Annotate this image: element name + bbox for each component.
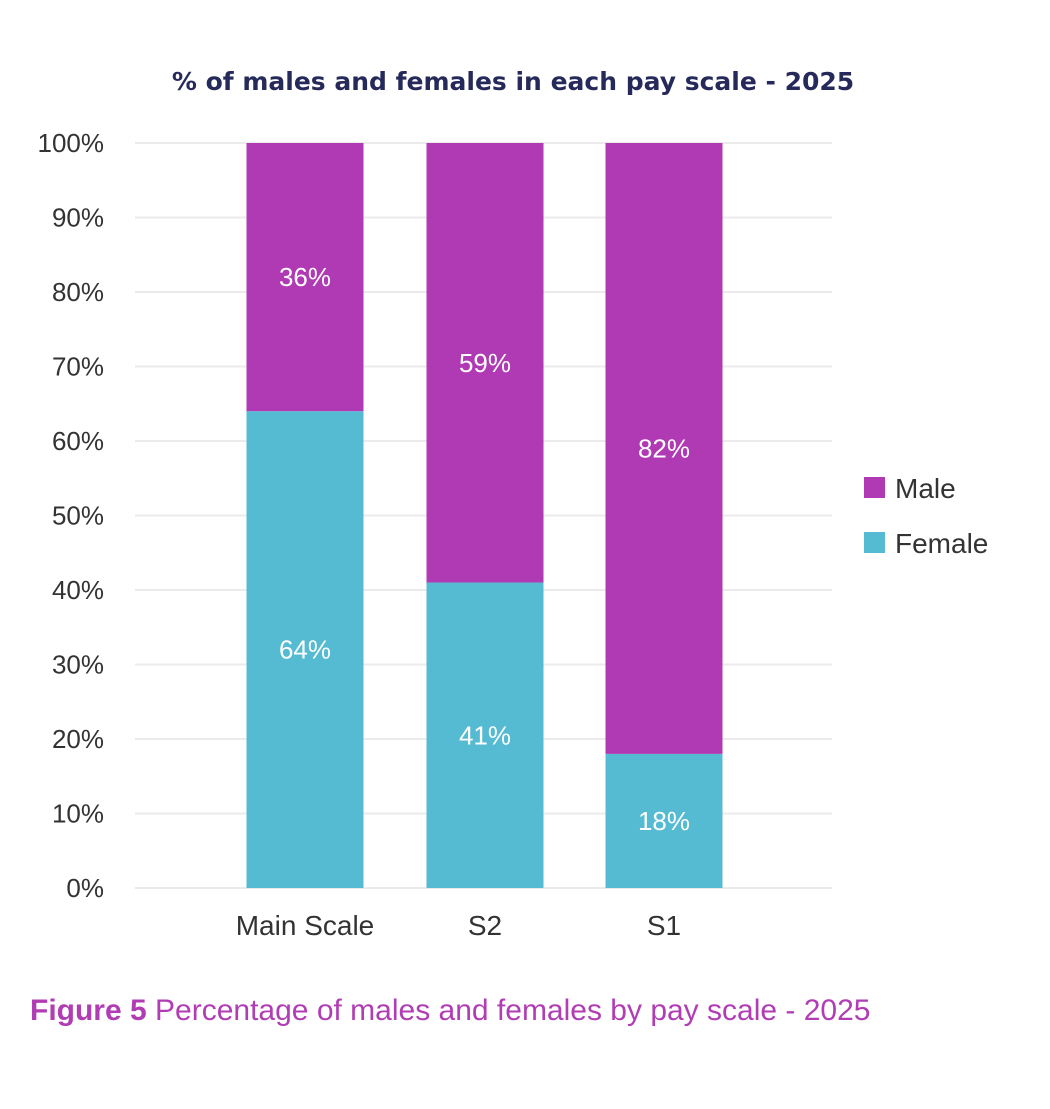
y-tick-label: 60% (52, 426, 104, 456)
y-tick-label: 40% (52, 575, 104, 605)
data-label-male: 36% (279, 262, 331, 292)
y-tick-label: 90% (52, 203, 104, 233)
bars: 64% 36% 41% 59% 18% 82% (246, 143, 723, 888)
y-tick-label: 10% (52, 799, 104, 829)
bar-male (605, 143, 723, 754)
x-category-label: S2 (468, 910, 502, 941)
bar-female (246, 411, 364, 888)
x-category-label: Main Scale (236, 910, 375, 941)
stacked-bar-chart: % of males and females in each pay scale… (38, 67, 989, 941)
bar-female (605, 753, 723, 888)
data-label-female: 41% (459, 720, 511, 750)
y-tick-label: 30% (52, 650, 104, 680)
data-label-female: 18% (638, 806, 690, 836)
data-label-male: 59% (459, 348, 511, 378)
chart-title: % of males and females in each pay scale… (172, 67, 854, 96)
y-axis-ticks: 0% 10% 20% 30% 40% 50% 60% 70% 80% 90% 100% (38, 128, 105, 903)
y-tick-label: 80% (52, 277, 104, 307)
x-category-label: S1 (647, 910, 681, 941)
figure-caption-text: Percentage of males and females by pay s… (146, 994, 871, 1027)
y-tick-label: 100% (38, 128, 105, 158)
data-label-female: 64% (279, 635, 331, 665)
y-tick-label: 70% (52, 352, 104, 382)
data-label-male: 82% (638, 433, 690, 463)
figure-caption: Figure 5 Percentage of males and females… (30, 994, 870, 1028)
bar-female (426, 582, 544, 888)
figure-caption-label: Figure 5 (30, 994, 147, 1027)
legend-swatch-female (864, 532, 885, 553)
y-tick-label: 20% (52, 724, 104, 754)
y-tick-label: 50% (52, 501, 104, 531)
legend: Male Female (864, 473, 988, 559)
legend-label-male: Male (895, 473, 956, 504)
x-axis-categories: Main Scale S2 S1 (236, 910, 681, 941)
bar-male (426, 143, 544, 583)
legend-swatch-male (864, 477, 885, 498)
legend-label-female: Female (895, 528, 988, 559)
y-tick-label: 0% (66, 873, 104, 903)
bar-male (246, 143, 364, 412)
